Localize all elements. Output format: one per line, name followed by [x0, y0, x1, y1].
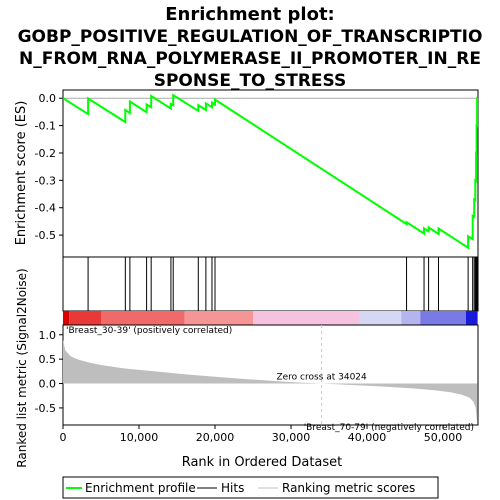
rank-metric-panel: Zero cross at 34024 'Breast_30-39' (posi…: [15, 268, 479, 470]
es-y-tick-label: -0.2: [35, 147, 56, 160]
zero-cross-label: Zero cross at 34024: [276, 373, 367, 383]
rank-heatmap-bar: [63, 311, 478, 325]
heatmap-segment: [253, 311, 360, 325]
rank-y-tick-label: 1.0: [39, 329, 57, 342]
hit-lines: [87, 257, 478, 311]
legend: Enrichment profile Hits Ranking metric s…: [62, 476, 439, 499]
es-y-tick-label: 0.0: [39, 92, 57, 105]
rank-y-axis-label: Ranked list metric (Signal2Noise): [15, 268, 29, 467]
es-y-axis-label: Enrichment score (ES): [14, 101, 29, 246]
negative-class-label: 'Breast_70-79' (negatively correlated): [304, 423, 474, 433]
heatmap-segment: [401, 311, 421, 325]
x-tick-label: 20,000: [196, 431, 235, 444]
es-panel: 0.0 -0.1 -0.2 -0.3 -0.4 -0.5 Enrichment score…: [14, 89, 479, 258]
x-tick-label: 0: [60, 431, 67, 444]
positive-class-label: 'Breast_30-39' (positively correlated): [66, 326, 232, 336]
x-tick-label: 40,000: [348, 431, 387, 444]
chart-title-line: SPONSE_TO_STRESS: [154, 71, 347, 91]
heatmap-segment: [184, 311, 254, 325]
chart-title-line: GOBP_POSITIVE_REGULATION_OF_TRANSCRIPTIO: [18, 27, 483, 47]
ranking-metric-area: [63, 339, 478, 424]
rank-y-axis: 1.0 0.5 0.0 -0.5: [35, 329, 63, 415]
heatmap-segment: [101, 311, 185, 325]
es-y-tick-label: -0.3: [35, 174, 56, 187]
es-y-tick-label: -0.1: [35, 120, 56, 133]
chart-title-line: N_FROM_RNA_POLYMERASE_II_PROMOTER_IN_RE: [19, 49, 481, 69]
enrichment-profile-line: [62, 93, 479, 250]
es-y-axis: 0.0 -0.1 -0.2 -0.3 -0.4 -0.5: [35, 92, 63, 242]
legend-es-label: Enrichment profile: [85, 481, 196, 495]
legend-hits-label: Hits: [221, 481, 244, 495]
chart-title-line: Enrichment plot:: [165, 4, 335, 25]
es-y-tick-label: -0.5: [35, 229, 56, 242]
rank-y-tick-label: 0.0: [39, 378, 57, 391]
legend-metric-label: Ranking metric scores: [282, 481, 415, 495]
x-tick-label: 30,000: [272, 431, 311, 444]
rank-y-tick-label: 0.5: [39, 353, 57, 366]
heatmap-segment: [69, 311, 102, 325]
x-tick-label: 10,000: [120, 431, 159, 444]
heatmap-segment: [465, 311, 478, 325]
hits-panel: [62, 256, 479, 325]
heatmap-segment: [359, 311, 402, 325]
es-y-tick-label: -0.4: [35, 202, 56, 215]
x-tick-label: 50,000: [424, 431, 463, 444]
chart-title: Enrichment plot:GOBP_POSITIVE_REGULATION…: [18, 4, 483, 91]
heatmap-segment: [63, 311, 70, 325]
heatmap-segment: [420, 311, 466, 325]
rank-y-tick-label: -0.5: [35, 402, 56, 415]
x-axis: 0 10,000 20,000 30,000 40,000 50,000: [60, 425, 463, 444]
x-axis-label: Rank in Ordered Dataset: [182, 455, 343, 470]
legend-frame: [62, 476, 439, 499]
